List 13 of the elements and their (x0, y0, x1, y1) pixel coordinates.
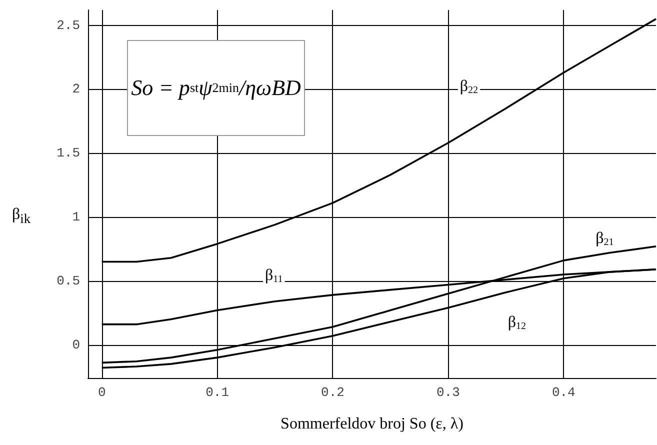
y-tick-label: 1.5 (56, 146, 80, 161)
y-tick-label: 0 (72, 337, 80, 352)
y-tick-label: 2.5 (56, 18, 80, 33)
x-tick-label: 0.2 (321, 385, 344, 400)
x-tick-label: 0.4 (552, 385, 576, 400)
x-tick-label: 0.1 (206, 385, 230, 400)
x-tick-label: 0 (98, 385, 106, 400)
y-tick-label: 0.5 (56, 273, 80, 288)
y-tick-label: 2 (72, 82, 80, 97)
x-tick-label: 0.3 (436, 385, 460, 400)
y-axis-title: β$_{ik}$ (12, 206, 31, 228)
x-axis-title: Sommerfeldov broj So (ε, λ) (280, 416, 464, 432)
y-tick-label: 1 (72, 210, 80, 224)
